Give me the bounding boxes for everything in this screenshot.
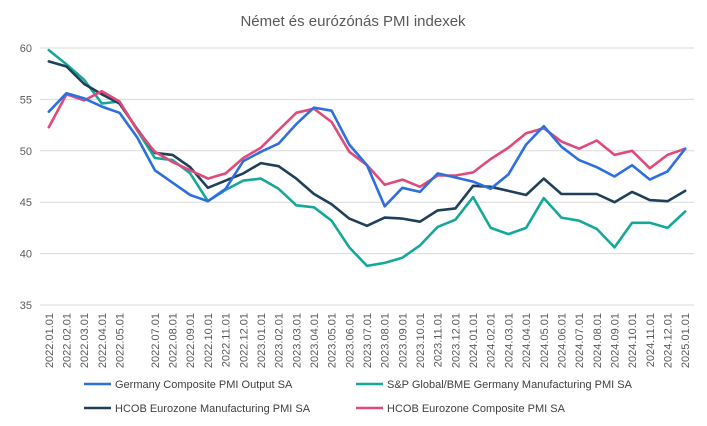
x-tick-label: 2022.11.01 xyxy=(221,313,233,367)
x-axis-ticks: 2022.01.01 2022.02.01 2022.03.01 2022.04.01… xyxy=(44,313,692,368)
x-tick-label: 2023.11.01 xyxy=(433,313,445,367)
x-tick-label: 2024.05.01 xyxy=(539,313,551,368)
x-tick-label: 2024.04.01 xyxy=(521,313,533,368)
x-tick-label: 2024.07.01 xyxy=(574,313,586,368)
x-tick-label: 2024.06.01 xyxy=(556,313,568,368)
x-tick-label: 2024.01.01 xyxy=(468,313,480,368)
x-tick-label: 2023.09.01 xyxy=(397,313,409,368)
x-tick-label: 2023.06.01 xyxy=(344,313,356,368)
y-axis-ticks: 35 40 45 50 55 60 xyxy=(20,43,32,312)
x-tick-label: 2023.12.01 xyxy=(450,313,462,368)
x-tick-label: 2023.05.01 xyxy=(327,313,339,368)
series-line-2 xyxy=(47,48,687,268)
chart-title: Német és eurózónás PMI indexek xyxy=(240,13,466,30)
y-tick-label: 55 xyxy=(20,94,32,106)
x-tick-label: 2024.11.01 xyxy=(645,313,657,367)
x-tick-label: 2022.07.01 xyxy=(150,313,162,368)
x-tick-label: 2022.05.01 xyxy=(115,313,127,368)
y-tick-label: 45 xyxy=(20,197,32,209)
x-tick-label: 2023.02.01 xyxy=(274,313,286,368)
x-tick-label: 2022.03.01 xyxy=(79,313,91,368)
x-tick-label: 2022.01.01 xyxy=(44,313,56,368)
x-tick-label: 2023.07.01 xyxy=(362,313,374,368)
series-lines xyxy=(47,48,687,268)
x-tick-label: 2023.03.01 xyxy=(291,313,303,368)
x-tick-label: 2025.01.01 xyxy=(680,313,692,368)
x-tick-label: 2024.02.01 xyxy=(486,313,498,368)
legend-label: HCOB Eurozone Composite PMI SA xyxy=(387,403,566,415)
x-tick-label: 2024.12.01 xyxy=(662,313,674,368)
x-tick-label: 2023.01.01 xyxy=(256,313,268,368)
x-tick-label: 2022.04.01 xyxy=(97,313,109,368)
y-tick-label: 40 xyxy=(20,249,32,261)
x-tick-label: 2022.08.01 xyxy=(168,313,180,368)
legend-label: HCOB Eurozone Manufacturing PMI SA xyxy=(115,403,311,415)
x-tick-label: 2023.10.01 xyxy=(415,313,427,368)
y-tick-label: 60 xyxy=(20,43,32,55)
series-line-1 xyxy=(47,91,687,208)
x-tick-label: 2022.12.01 xyxy=(238,313,250,368)
x-tick-label: 2024.09.01 xyxy=(609,313,621,368)
x-tick-label: 2023.08.01 xyxy=(380,313,392,368)
x-tick-label: 2024.10.01 xyxy=(627,313,639,368)
x-tick-label: 2022.02.01 xyxy=(62,313,74,368)
y-tick-label: 50 xyxy=(20,146,32,158)
series-line-4 xyxy=(47,89,687,189)
legend-label: Germany Composite PMI Output SA xyxy=(115,379,293,391)
x-tick-label: 2024.03.01 xyxy=(503,313,515,368)
y-tick-label: 35 xyxy=(20,300,32,312)
legend: Germany Composite PMI Output SA S&P Globa… xyxy=(84,379,633,415)
x-tick-label: 2022.09.01 xyxy=(185,313,197,368)
x-tick-label: 2024.08.01 xyxy=(592,313,604,368)
x-tick-label: 2022.10.01 xyxy=(203,313,215,368)
legend-label: S&P Global/BME Germany Manufacturing PMI… xyxy=(387,379,633,391)
x-tick-label: 2023.04.01 xyxy=(309,313,321,368)
